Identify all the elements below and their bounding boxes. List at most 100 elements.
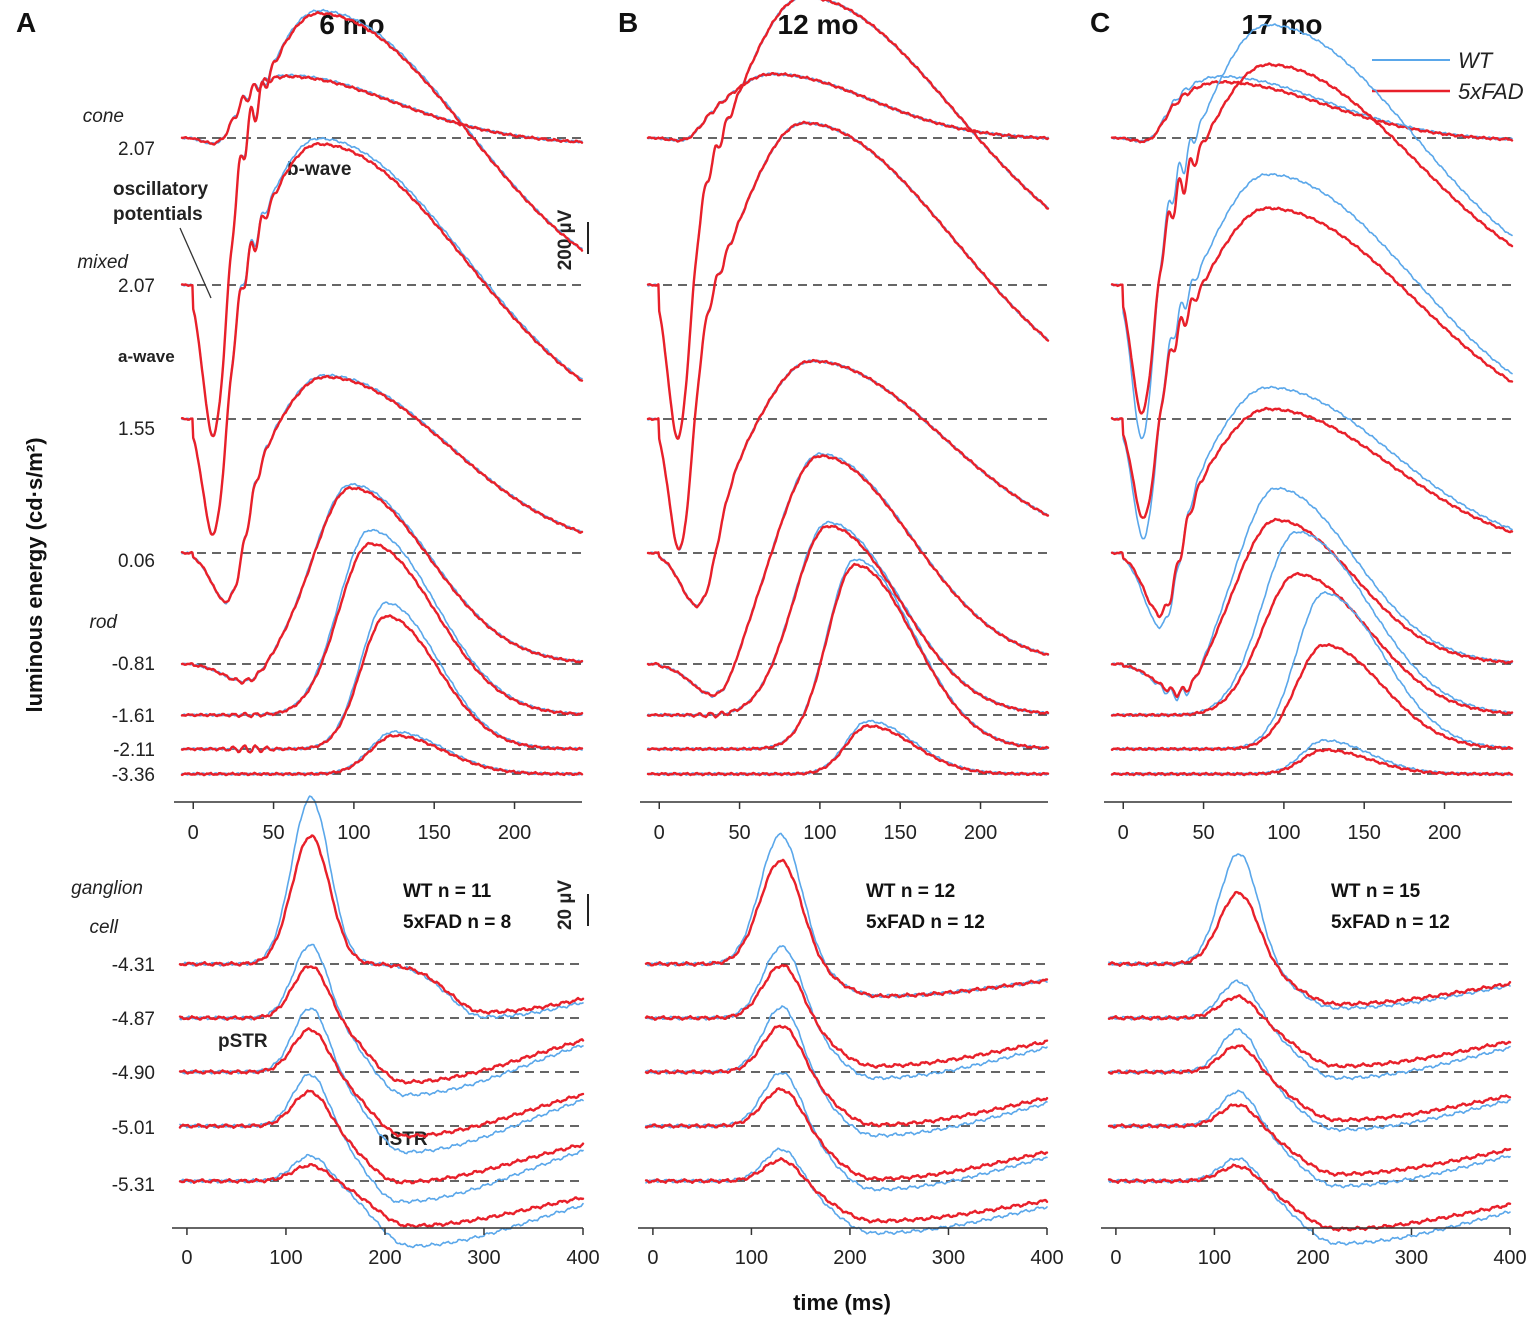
level-label: -5.01 xyxy=(112,1118,155,1139)
panel-letter-b: B xyxy=(618,7,638,38)
scale-bar-200uv-label: 200 µV xyxy=(555,209,576,270)
trace-wt-top xyxy=(181,730,583,776)
x-tick-label: 200 xyxy=(1428,822,1461,844)
x-tick-label: 150 xyxy=(1348,822,1381,844)
x-tick-label: 150 xyxy=(884,822,917,844)
legend-5xfad-label: 5xFAD xyxy=(1458,79,1524,104)
trace-5xfad-top xyxy=(646,120,1050,551)
x-tick-label: 200 xyxy=(964,822,997,844)
annotation-potentials: potentials xyxy=(113,204,203,225)
level-label: -3.36 xyxy=(112,765,155,786)
trace-wt-top xyxy=(1111,738,1513,776)
x-tick-label: 100 xyxy=(337,822,370,844)
level-label: -5.31 xyxy=(112,1175,155,1196)
trace-5xfad-bottom xyxy=(1107,994,1512,1069)
x-tick-label: 50 xyxy=(728,822,750,844)
trace-5xfad-bottom xyxy=(1107,890,1512,1007)
legend: WT 5xFAD xyxy=(1372,48,1524,104)
trace-wt-bottom xyxy=(645,1072,1048,1192)
y-axis-title: luminous energy (cd·s/m²) xyxy=(22,437,47,712)
row-label-cone: cone xyxy=(83,106,124,127)
level-label: 0.06 xyxy=(118,551,155,572)
trace-5xfad-top xyxy=(646,358,1050,609)
annotation-a-wave: a-wave xyxy=(118,347,175,366)
level-label: 2.07 xyxy=(118,276,155,297)
panel-letter-a: A xyxy=(16,7,36,38)
trace-5xfad-top xyxy=(646,724,1050,777)
trace-5xfad-top xyxy=(1110,62,1514,415)
trace-5xfad-top xyxy=(180,733,584,777)
trace-5xfad-top xyxy=(180,142,584,536)
trace-wt-top xyxy=(1111,591,1513,751)
group-size-wt-17mo: WT n = 15 xyxy=(1331,881,1421,902)
trace-5xfad-bottom xyxy=(644,1157,1049,1224)
trace-5xfad-bottom xyxy=(644,858,1049,999)
trace-5xfad-top xyxy=(1110,406,1514,619)
level-label: -4.31 xyxy=(112,955,155,976)
top-level-labels: 2.07 2.07 1.55 0.06 -0.81 -1.61 -2.11 -3… xyxy=(112,139,155,786)
x-tick-label: 0 xyxy=(647,1247,658,1269)
trace-wt-bottom xyxy=(179,1153,584,1249)
row-label-rod: rod xyxy=(90,612,119,633)
level-label: 1.55 xyxy=(118,419,155,440)
trace-wt-bottom xyxy=(1108,1027,1511,1133)
x-tick-label: 400 xyxy=(566,1247,599,1269)
trace-5xfad-top xyxy=(1110,643,1514,752)
trace-5xfad-top xyxy=(1110,206,1514,519)
trace-wt-top xyxy=(1111,74,1513,143)
scale-bar-20uv-label: 20 µV xyxy=(555,880,576,930)
trace-5xfad-bottom xyxy=(644,964,1049,1069)
trace-wt-top xyxy=(647,452,1049,699)
traces xyxy=(178,0,1514,1249)
x-tick-label: 100 xyxy=(735,1247,768,1269)
trace-wt-top xyxy=(1111,486,1513,702)
trace-wt-top xyxy=(647,0,1049,439)
panel-title-12mo: 12 mo xyxy=(778,9,859,40)
level-label: -1.61 xyxy=(112,706,155,727)
x-tick-label: 300 xyxy=(932,1247,965,1269)
trace-5xfad-bottom xyxy=(178,1027,585,1139)
trace-wt-top xyxy=(647,520,1049,717)
level-label: -0.81 xyxy=(112,654,155,675)
annotation-pstr: pSTR xyxy=(218,1031,268,1052)
x-tick-label: 200 xyxy=(498,822,531,844)
trace-wt-bottom xyxy=(1108,853,1511,1011)
trace-wt-top xyxy=(1111,23,1513,440)
level-label: -4.90 xyxy=(112,1063,155,1084)
trace-5xfad-top xyxy=(180,10,584,438)
x-tick-label: 100 xyxy=(803,822,836,844)
axes: 0 50 100 150 200 0 50 100 150 200 0 50 100 150 200 0 100… xyxy=(172,801,1527,1269)
trace-wt-bottom xyxy=(1108,1089,1511,1189)
trace-wt-top xyxy=(647,121,1049,551)
x-tick-label: 200 xyxy=(833,1247,866,1269)
trace-5xfad-top xyxy=(180,486,584,685)
x-tick-label: 0 xyxy=(188,822,199,844)
x-tick-label: 0 xyxy=(1110,1247,1121,1269)
group-size-5xfad-12mo: 5xFAD n = 12 xyxy=(866,912,985,933)
trace-5xfad-top xyxy=(646,562,1050,752)
x-tick-label: 100 xyxy=(1198,1247,1231,1269)
trace-wt-top xyxy=(1111,385,1513,630)
trace-wt-top xyxy=(181,8,583,436)
trace-5xfad-bottom xyxy=(178,1089,585,1185)
trace-wt-top xyxy=(181,373,583,605)
x-tick-label: 0 xyxy=(181,1247,192,1269)
trace-5xfad-top xyxy=(180,541,584,719)
trace-wt-top xyxy=(1111,173,1513,540)
trace-wt-bottom xyxy=(645,1147,1048,1236)
x-tick-label: 300 xyxy=(467,1247,500,1269)
trace-5xfad-top xyxy=(180,74,584,146)
x-tick-label: 0 xyxy=(654,822,665,844)
bottom-level-labels: -4.31 -4.87 -4.90 -5.01 -5.31 xyxy=(112,955,155,1196)
trace-5xfad-bottom xyxy=(644,1024,1049,1128)
x-tick-label: 400 xyxy=(1493,1247,1526,1269)
trace-5xfad-bottom xyxy=(178,1163,585,1229)
trace-5xfad-top xyxy=(1110,517,1514,699)
row-label-cell: cell xyxy=(89,917,118,938)
x-tick-label: 0 xyxy=(1118,822,1129,844)
trace-wt-bottom xyxy=(179,1007,584,1155)
level-label: -4.87 xyxy=(112,1009,155,1030)
trace-wt-bottom xyxy=(645,945,1048,1081)
panel-letter-c: C xyxy=(1090,7,1110,38)
